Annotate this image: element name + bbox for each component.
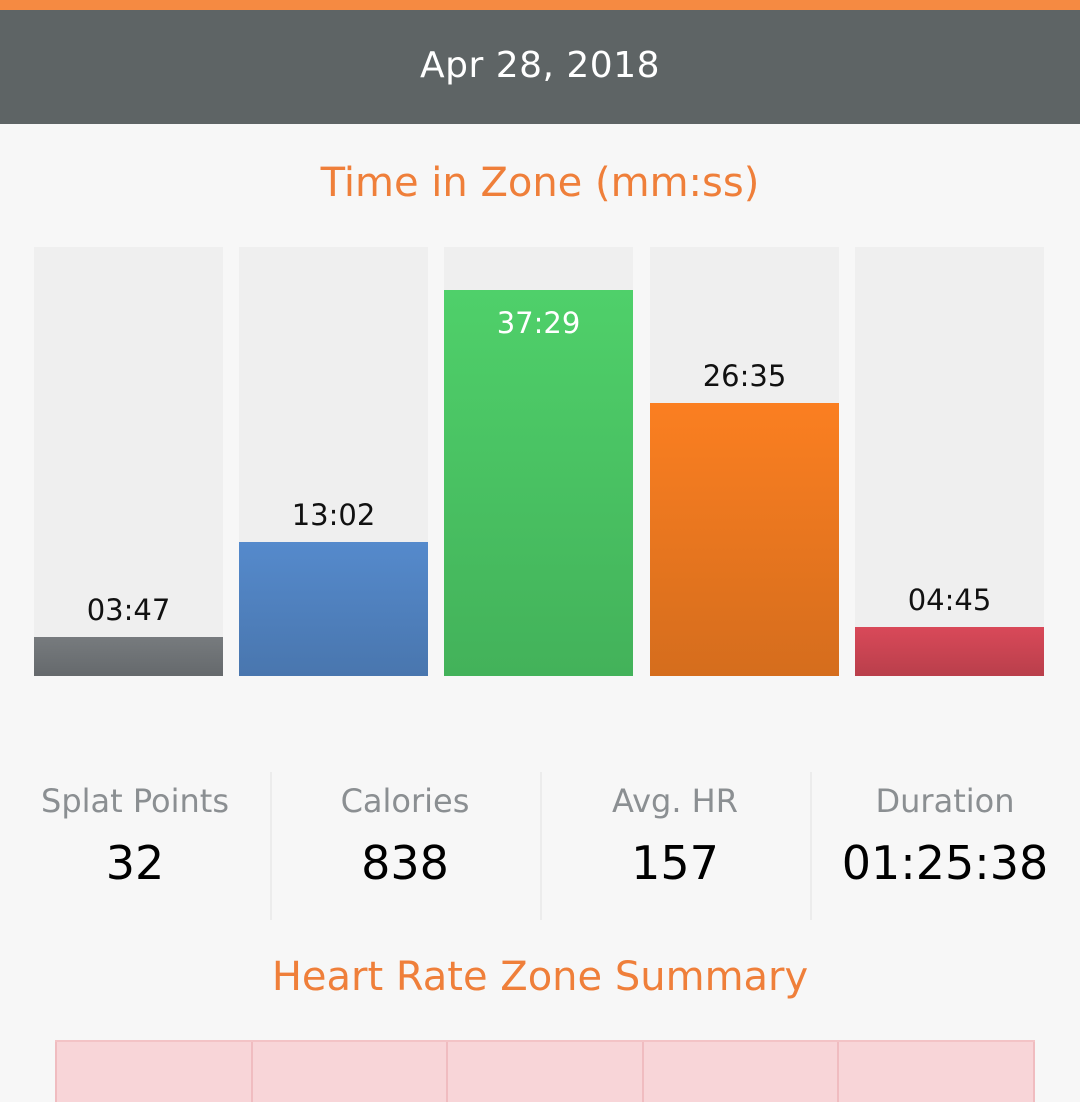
stat-label: Calories	[340, 782, 470, 820]
bar-grey	[34, 637, 223, 676]
accent-strip	[0, 0, 1080, 10]
zone-summary-cell	[250, 1042, 447, 1102]
heart-rate-zone-summary-title: Heart Rate Zone Summary	[271, 954, 809, 1000]
stat-label: Duration	[875, 782, 1015, 820]
stat-label: Avg. HR	[612, 782, 738, 820]
stat-calories: Calories 838	[270, 770, 540, 920]
zone-summary-table	[55, 1040, 1035, 1102]
stat-avg-hr: Avg. HR 157	[540, 770, 810, 920]
stat-label: Splat Points	[41, 782, 229, 820]
bar-value-label: 37:29	[496, 306, 581, 340]
bar-track-grey: 03:47	[34, 247, 223, 676]
zone-summary-cell	[641, 1042, 838, 1102]
bar-red	[855, 627, 1044, 676]
bar-track-green: 37:29	[444, 247, 633, 676]
stat-duration: Duration 01:25:38	[810, 770, 1080, 920]
stat-value: 838	[361, 836, 449, 890]
bar-green	[444, 290, 633, 676]
stats-row: Splat Points 32 Calories 838 Avg. HR 157…	[0, 770, 1080, 920]
stat-value: 32	[105, 836, 165, 890]
time-in-zone-title: Time in Zone (mm:ss)	[320, 160, 760, 206]
header-bar: Apr 28, 2018	[0, 10, 1080, 124]
zone-summary-cell	[837, 1042, 1035, 1102]
bar-blue	[239, 542, 428, 676]
bar-track-orange: 26:35	[650, 247, 839, 676]
bar-value-label: 03:47	[86, 593, 171, 627]
time-in-zone-chart: 03:47 13:02 37:29 26:35 04:45	[34, 247, 1044, 676]
bar-value-label: 13:02	[291, 498, 376, 532]
stat-value: 157	[631, 836, 719, 890]
bar-orange	[650, 403, 839, 676]
bar-value-label: 26:35	[702, 359, 787, 393]
stat-value: 01:25:38	[841, 836, 1049, 890]
header-date: Apr 28, 2018	[419, 44, 661, 86]
zone-summary-cell	[55, 1042, 251, 1102]
stat-splat-points: Splat Points 32	[0, 770, 270, 920]
bar-track-blue: 13:02	[239, 247, 428, 676]
bar-value-label: 04:45	[907, 583, 992, 617]
bar-track-red: 04:45	[855, 247, 1044, 676]
zone-summary-cell	[446, 1042, 642, 1102]
